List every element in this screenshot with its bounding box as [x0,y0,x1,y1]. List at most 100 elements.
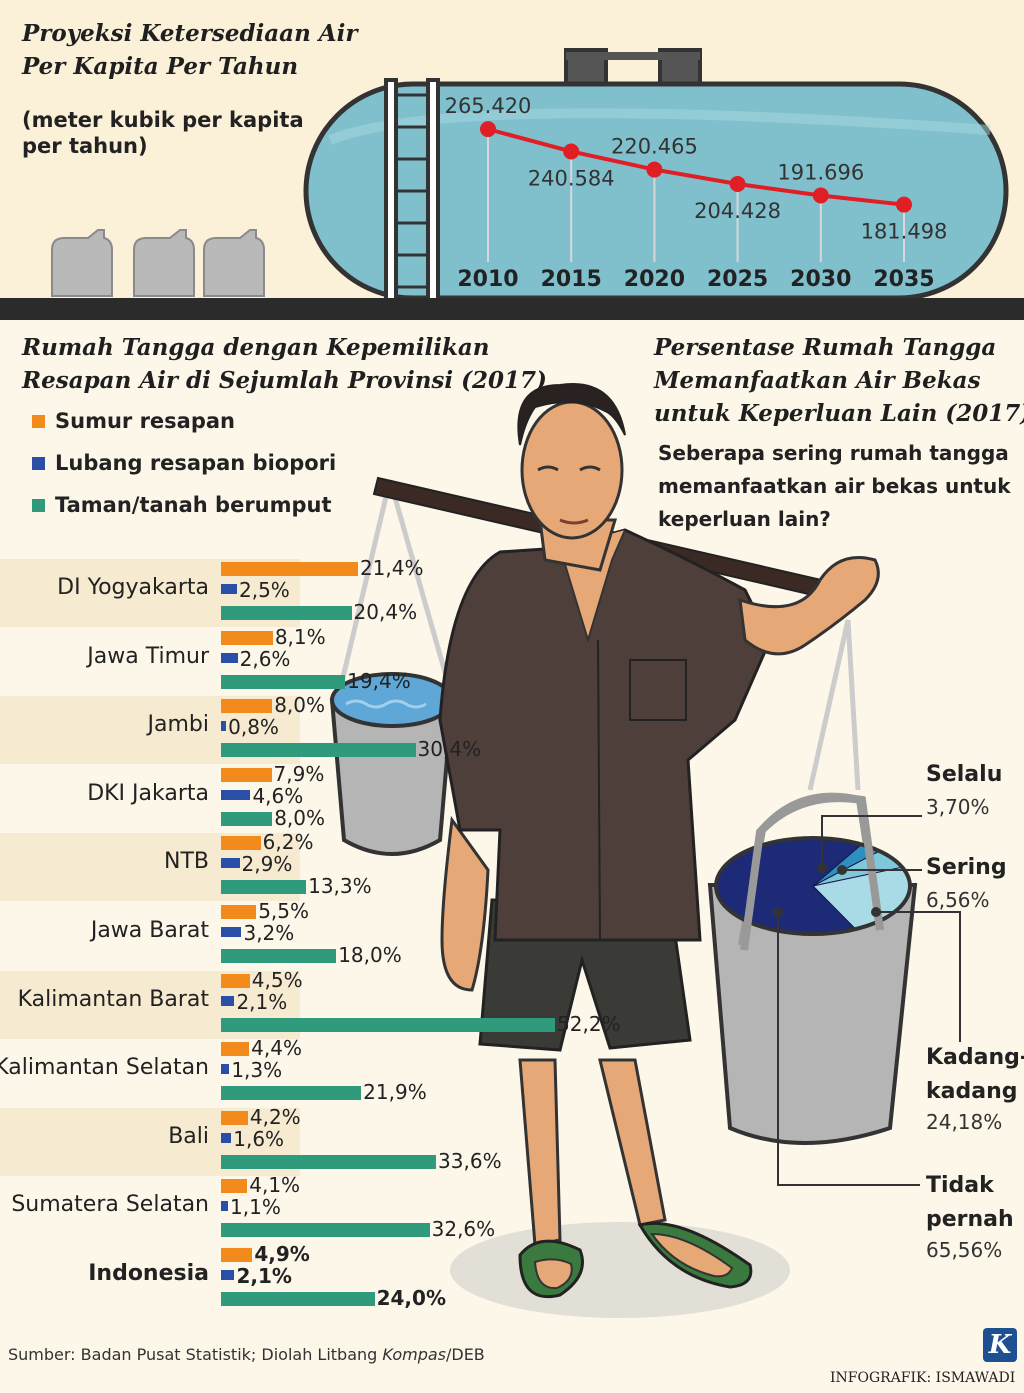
bar-value-label: 4,1% [249,1173,301,1198]
jerrycan-icon [133,229,195,297]
line-chart-unit-line1: (meter kubik per kapita [22,108,304,132]
legend-label: Lubang resapan biopori [55,451,337,475]
bar-value-label: 21,4% [359,556,424,580]
source-italic: Kompas [382,1345,446,1364]
bar [221,1110,248,1125]
bar [221,1223,430,1238]
bar [221,927,242,937]
pie-category-label: pernah [926,1207,1014,1232]
bar [221,743,416,758]
left-bucket [329,479,455,856]
pie-leader-dot [817,863,827,873]
bar [221,973,250,988]
bar-chart-title-line1: Rumah Tangga dengan Kepemilikan [22,334,490,361]
line-chart-title-line1: Proyeksi Ketersediaan Air [22,20,358,47]
bar-value-label: 1,6% [233,1126,285,1151]
category-label: Indonesia [88,1261,209,1286]
pie-leader-dot [837,865,847,875]
bar-value-label: 30,4% [417,737,482,762]
line-point [896,196,912,213]
legend-swatch [32,414,45,428]
pie-category-label: Sering [926,855,1007,880]
bar-value-label: 8,0% [274,805,325,830]
bucket-rim [714,836,912,936]
ground-bar [0,298,1024,320]
shirt [438,528,772,942]
pie-value-label: 65,56% [926,1238,1003,1262]
bar-value-label: 2,6% [239,646,291,671]
jerrycan-icon [51,229,113,297]
bar-value-label: 5,5% [258,899,309,923]
kompas-logo-icon: K [983,1328,1017,1362]
bar [221,858,240,869]
bar-value-label: 0,8% [228,715,279,740]
bar-value-label: 4,5% [251,967,303,992]
bar-value-label: 2,5% [239,578,290,602]
category-label: NTB [164,849,209,875]
bar-value-label: 3,2% [243,921,295,945]
jerrycan-icon [203,229,265,297]
bar-value-label: 24,0% [376,1286,446,1310]
line-chart: 265.420 2010 240.584 2015 220.465 2020 204.428… [445,94,948,292]
bar-value-label: 21,9% [363,1080,427,1105]
bar-chart-title-line2: Resapan Air di Sejumlah Provinsi (2017) [22,367,547,394]
pie-question-line2: memanfaatkan air bekas untuk [658,474,1011,498]
pie-leader-line [876,911,961,1042]
x-tick-label: 2020 [624,267,685,292]
bar [221,562,358,576]
line-series [487,127,905,207]
bar [221,1064,230,1075]
line-chart-unit-line2: per tahun) [22,134,148,158]
bucket-handle [740,794,884,951]
bar [221,1154,437,1169]
bar [221,949,337,963]
category-label: DI Yogyakarta [57,575,209,600]
line-point [812,187,829,204]
x-tick-label: 2030 [790,267,851,292]
pie-chart-title-line2: Memanfaatkan Air Bekas [654,367,981,394]
bar-value-label: 8,1% [274,624,326,649]
source-prefix: Sumber: Badan Pusat Statistik; Diolah Li… [8,1345,383,1364]
bar [221,1201,229,1212]
pie-category-label: Kadang- [926,1045,1024,1070]
infographic-credit: INFOGRAFIK: ISMAWADI [830,1370,1016,1386]
bar-value-label: 4,2% [249,1104,301,1129]
pie-chart-title-line1: Persentase Rumah Tangga [654,334,997,361]
bar-value-label: 2,1% [236,1264,292,1288]
category-label: Jawa Timur [87,643,209,669]
bar-value-label: 1,1% [230,1195,281,1220]
pie-category-label: kadang [926,1079,1018,1104]
bar-value-label: 33,6% [438,1148,502,1173]
bar [221,905,257,919]
legend-swatch [32,456,45,470]
bar-value-label: 19,4% [347,668,411,693]
bar [221,630,273,645]
bar [221,995,235,1006]
category-label: Sumatera Selatan [11,1192,209,1218]
line-value-label: 265.420 [445,94,532,118]
bar [221,811,273,826]
line-point [729,176,746,193]
bar-value-label: 18,0% [338,943,402,967]
bar-value-label: 6,2% [262,830,314,855]
bar [221,1179,248,1194]
bar-value-label: 4,4% [251,1036,302,1061]
bar [221,1248,253,1262]
bar [221,1270,235,1280]
pie-category-label: Selalu [926,762,1003,787]
category-label: Kalimantan Selatan [0,1055,209,1081]
bar-value-label: 32,6% [431,1217,496,1242]
category-label: DKI Jakarta [87,780,209,806]
bar [221,767,272,782]
bar [221,1132,232,1143]
line-value-label: 191.696 [777,160,864,184]
bar-value-label: 13,3% [308,874,372,899]
line-value-label: 220.465 [611,135,698,159]
pie-value-label: 24,18% [926,1110,1003,1134]
pie-value-label: 3,70% [926,795,990,819]
bar-value-label: 20,4% [353,600,418,624]
pie-leader-dot [871,907,881,917]
pie-leader-line [777,912,920,1186]
